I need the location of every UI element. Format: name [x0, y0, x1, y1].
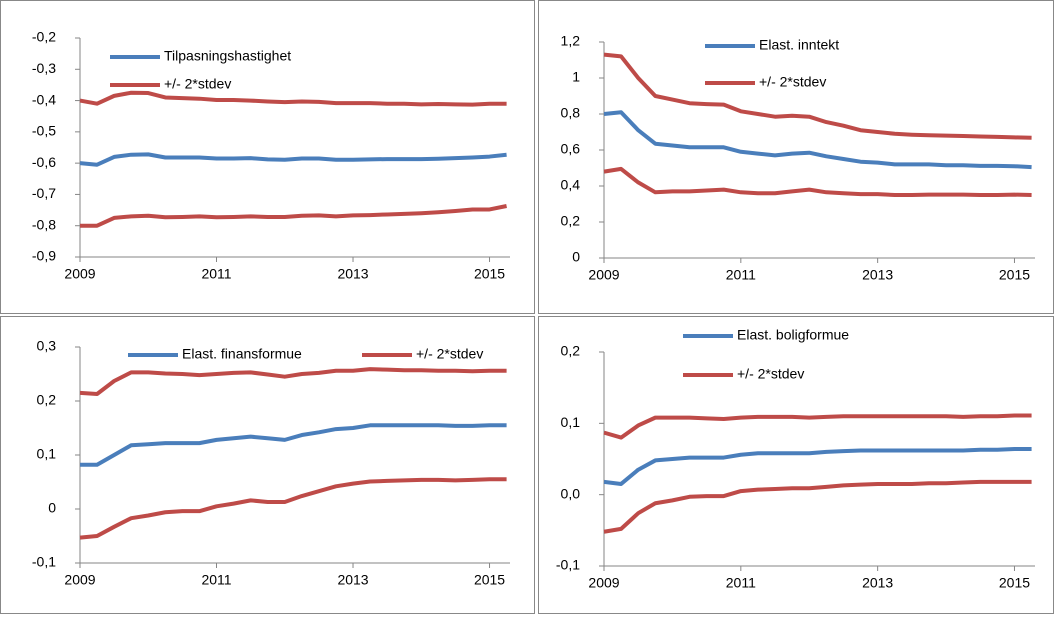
y-tick-label: 0	[48, 500, 56, 516]
y-tick-label: -0,1	[32, 554, 56, 570]
legend-label: Elast. boligformue	[737, 327, 849, 343]
y-tick-label: -0,7	[32, 185, 56, 201]
y-tick-label: 0,8	[561, 105, 581, 121]
panel	[538, 0, 1054, 314]
y-tick-label: -0,4	[32, 91, 56, 107]
x-tick-label: 2011	[726, 575, 756, 591]
series-line	[79, 367, 507, 396]
panel	[538, 316, 1054, 614]
legend-label: +/- 2*stdev	[737, 366, 804, 382]
y-tick-label: 1	[572, 69, 580, 85]
x-tick-label: 2011	[201, 572, 231, 588]
legend-label: Elast. finansformue	[182, 346, 302, 362]
series-line	[603, 413, 1032, 440]
series-line	[80, 423, 507, 467]
x-tick-label: 2009	[588, 267, 619, 283]
x-tick-label: 2013	[862, 267, 893, 283]
x-tick-label: 2011	[726, 267, 756, 283]
y-tick-label: -0,3	[32, 60, 56, 76]
series-line	[79, 90, 507, 107]
x-tick-label: 2015	[474, 266, 505, 282]
series-line	[603, 479, 1032, 534]
x-tick-label: 2009	[588, 575, 619, 591]
series-line	[79, 477, 507, 540]
y-tick-label: 0,2	[561, 213, 581, 229]
x-tick-label: 2015	[999, 267, 1030, 283]
x-tick-label: 2009	[64, 572, 95, 588]
y-tick-label: 1,2	[561, 33, 581, 49]
legend-label: Tilpasningshastighet	[164, 48, 291, 64]
x-tick-label: 2009	[64, 266, 95, 282]
series-line	[79, 152, 507, 167]
series-line	[603, 52, 1032, 140]
y-tick-label: 0,1	[561, 414, 581, 430]
y-tick-label: 0,2	[561, 343, 581, 359]
y-tick-label: 0,1	[37, 446, 57, 462]
y-tick-label: 0,2	[37, 392, 57, 408]
y-tick-label: 0,6	[561, 141, 581, 157]
legend-label: +/- 2*stdev	[759, 74, 826, 90]
y-tick-label: 0	[572, 249, 580, 265]
x-tick-label: 2011	[201, 266, 231, 282]
x-tick-label: 2015	[999, 575, 1030, 591]
y-tick-label: -0,6	[32, 154, 56, 170]
y-tick-label: -0,1	[556, 557, 580, 573]
y-tick-label: -0,5	[32, 123, 56, 139]
series-line	[603, 110, 1032, 170]
series-line	[603, 166, 1032, 197]
legend-label: +/- 2*stdev	[164, 76, 231, 92]
y-tick-label: -0,2	[32, 29, 56, 45]
x-tick-label: 2013	[337, 572, 368, 588]
x-tick-label: 2015	[474, 572, 505, 588]
legend-label: Elast. inntekt	[759, 37, 839, 53]
y-tick-label: 0,0	[561, 485, 581, 501]
y-tick-label: -0,9	[32, 248, 56, 264]
series-line	[80, 204, 507, 228]
x-tick-label: 2013	[337, 266, 368, 282]
y-tick-label: 0,3	[37, 338, 57, 354]
y-tick-label: 0,4	[561, 177, 581, 193]
series-line	[603, 447, 1032, 486]
x-tick-label: 2013	[862, 575, 893, 591]
y-tick-label: -0,8	[32, 216, 56, 232]
legend-label: +/- 2*stdev	[416, 346, 483, 362]
